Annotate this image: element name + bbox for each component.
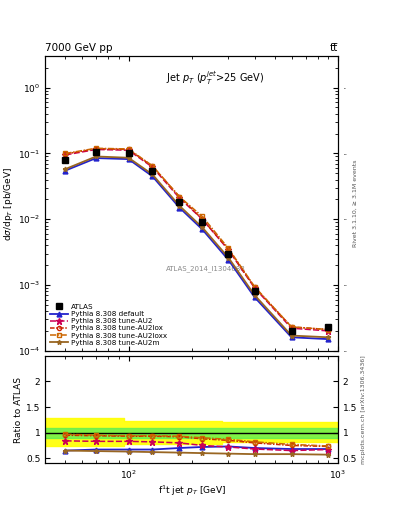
Pythia 8.308 tune-AU2 — [326, 328, 331, 334]
Pythia 8.308 tune-AU2 — [150, 164, 155, 170]
ATLAS — [94, 149, 99, 155]
Line: Pythia 8.308 tune-AU2m: Pythia 8.308 tune-AU2m — [63, 154, 331, 340]
Pythia 8.308 tune-AU2 — [200, 216, 205, 222]
Y-axis label: mcplots.cern.ch [arXiv:1306.3436]: mcplots.cern.ch [arXiv:1306.3436] — [362, 355, 366, 464]
Text: tt̅: tt̅ — [330, 42, 338, 53]
Pythia 8.308 tune-AU2loxx — [226, 245, 231, 251]
Text: ATLAS_2014_I1304688: ATLAS_2014_I1304688 — [166, 265, 246, 272]
Line: Pythia 8.308 default: Pythia 8.308 default — [63, 156, 331, 342]
Pythia 8.308 tune-AU2loxx — [200, 214, 205, 220]
ATLAS — [326, 324, 331, 330]
Pythia 8.308 tune-AU2 — [252, 285, 257, 291]
Line: Pythia 8.308 tune-AU2lox: Pythia 8.308 tune-AU2lox — [63, 146, 331, 332]
ATLAS — [126, 151, 131, 157]
Pythia 8.308 tune-AU2m — [177, 203, 182, 209]
ATLAS — [177, 199, 182, 205]
Pythia 8.308 tune-AU2m — [150, 172, 155, 178]
Pythia 8.308 default — [226, 257, 231, 263]
Pythia 8.308 tune-AU2 — [94, 146, 99, 153]
Y-axis label: Rivet 3.1.10, ≥ 3.1M events: Rivet 3.1.10, ≥ 3.1M events — [353, 160, 357, 247]
ATLAS — [150, 167, 155, 174]
Pythia 8.308 default — [150, 173, 155, 179]
ATLAS — [252, 288, 257, 294]
Line: ATLAS: ATLAS — [62, 149, 332, 334]
Pythia 8.308 tune-AU2loxx — [126, 146, 131, 152]
Y-axis label: Ratio to ATLAS: Ratio to ATLAS — [14, 377, 23, 442]
Pythia 8.308 tune-AU2m — [252, 292, 257, 298]
Pythia 8.308 default — [126, 156, 131, 162]
Pythia 8.308 tune-AU2 — [177, 195, 182, 201]
Pythia 8.308 tune-AU2loxx — [94, 145, 99, 152]
Pythia 8.308 tune-AU2loxx — [150, 163, 155, 169]
Pythia 8.308 tune-AU2lox — [150, 163, 155, 169]
X-axis label: f$^{1}$t jet $p_T$ [GeV]: f$^{1}$t jet $p_T$ [GeV] — [158, 483, 226, 498]
Pythia 8.308 tune-AU2 — [63, 152, 68, 158]
Pythia 8.308 tune-AU2lox — [126, 146, 131, 153]
ATLAS — [200, 219, 205, 225]
Pythia 8.308 tune-AU2loxx — [326, 327, 331, 333]
Pythia 8.308 tune-AU2lox — [63, 151, 68, 157]
Pythia 8.308 default — [63, 167, 68, 174]
Pythia 8.308 tune-AU2 — [126, 147, 131, 153]
Pythia 8.308 tune-AU2lox — [226, 246, 231, 252]
ATLAS — [226, 250, 231, 257]
Legend: ATLAS, Pythia 8.308 default, Pythia 8.308 tune-AU2, Pythia 8.308 tune-AU2lox, Py: ATLAS, Pythia 8.308 default, Pythia 8.30… — [49, 303, 169, 347]
Pythia 8.308 default — [177, 205, 182, 211]
Pythia 8.308 tune-AU2m — [289, 332, 294, 338]
Pythia 8.308 tune-AU2lox — [289, 324, 294, 330]
Pythia 8.308 default — [94, 155, 99, 161]
Line: Pythia 8.308 tune-AU2: Pythia 8.308 tune-AU2 — [62, 146, 332, 334]
Pythia 8.308 tune-AU2loxx — [63, 151, 68, 157]
Pythia 8.308 default — [252, 294, 257, 301]
Pythia 8.308 tune-AU2 — [289, 325, 294, 331]
Pythia 8.308 tune-AU2lox — [252, 284, 257, 290]
Line: Pythia 8.308 tune-AU2loxx: Pythia 8.308 tune-AU2loxx — [63, 146, 331, 332]
Pythia 8.308 tune-AU2m — [94, 154, 99, 160]
Pythia 8.308 tune-AU2 — [226, 247, 231, 253]
Pythia 8.308 tune-AU2lox — [200, 216, 205, 222]
Pythia 8.308 tune-AU2lox — [94, 145, 99, 152]
Pythia 8.308 default — [326, 336, 331, 342]
Pythia 8.308 tune-AU2m — [326, 334, 331, 340]
Pythia 8.308 default — [200, 226, 205, 232]
Text: 7000 GeV pp: 7000 GeV pp — [45, 42, 113, 53]
ATLAS — [63, 157, 68, 163]
Pythia 8.308 tune-AU2loxx — [289, 324, 294, 330]
ATLAS — [289, 328, 294, 334]
Pythia 8.308 tune-AU2m — [200, 224, 205, 230]
Pythia 8.308 tune-AU2m — [63, 166, 68, 172]
Pythia 8.308 tune-AU2loxx — [252, 284, 257, 290]
Y-axis label: d$\sigma$/dp$_T$ [pb/GeV]: d$\sigma$/dp$_T$ [pb/GeV] — [2, 166, 15, 241]
Pythia 8.308 default — [289, 334, 294, 340]
Pythia 8.308 tune-AU2loxx — [177, 194, 182, 200]
Pythia 8.308 tune-AU2m — [226, 254, 231, 261]
Pythia 8.308 tune-AU2m — [126, 155, 131, 161]
Pythia 8.308 tune-AU2lox — [177, 194, 182, 200]
Pythia 8.308 tune-AU2lox — [326, 327, 331, 333]
Text: Jet $p_T$ ($p_T^{jet}$>25 GeV): Jet $p_T$ ($p_T^{jet}$>25 GeV) — [166, 70, 264, 88]
